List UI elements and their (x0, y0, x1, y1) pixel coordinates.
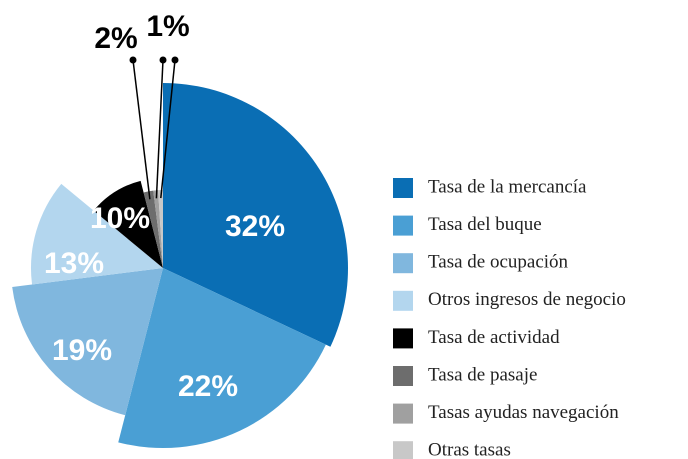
legend-swatch (393, 328, 413, 349)
legend-label: Tasa de actividad (428, 327, 560, 348)
legend-swatch (393, 441, 413, 459)
legend-label: Otras tasas (428, 440, 511, 459)
legend-swatch (393, 253, 413, 274)
legend-label: Tasas ayudas navegación (428, 402, 619, 423)
value-label: 19% (52, 334, 112, 367)
leader-line (155, 59, 164, 199)
leader-line (160, 59, 176, 199)
pie-slice (118, 268, 326, 448)
legend-label: Tasa de pasaje (428, 364, 537, 385)
legend-swatch (393, 366, 413, 386)
value-label: 10% (90, 202, 150, 235)
pie-slice (163, 83, 348, 347)
legend-swatch (393, 403, 413, 424)
pie-slice (31, 183, 164, 285)
pie-slice (12, 268, 164, 416)
legend-label: Tasa de la mercancía (428, 176, 587, 197)
value-label: 2% (94, 22, 137, 55)
pie-slice (143, 190, 163, 268)
legend-swatch (393, 178, 413, 198)
leader-dot (129, 56, 137, 64)
value-label: 22% (178, 370, 238, 403)
legend-swatch (393, 215, 413, 236)
value-label: 32% (225, 210, 285, 243)
pie-slice (153, 190, 163, 268)
legend-label: Tasa de ocupación (428, 252, 569, 273)
value-label: 1% (146, 10, 189, 43)
leader-line (132, 59, 151, 200)
leader-dot (159, 56, 167, 64)
legend-label: Otros ingresos de negocio (428, 289, 626, 310)
legend-label: Tasa del buque (428, 214, 542, 235)
pie-slice (158, 190, 163, 268)
legend-swatch (393, 290, 413, 311)
pie-slice (93, 180, 163, 268)
value-label: 13% (44, 247, 104, 280)
leader-dot (171, 56, 179, 64)
